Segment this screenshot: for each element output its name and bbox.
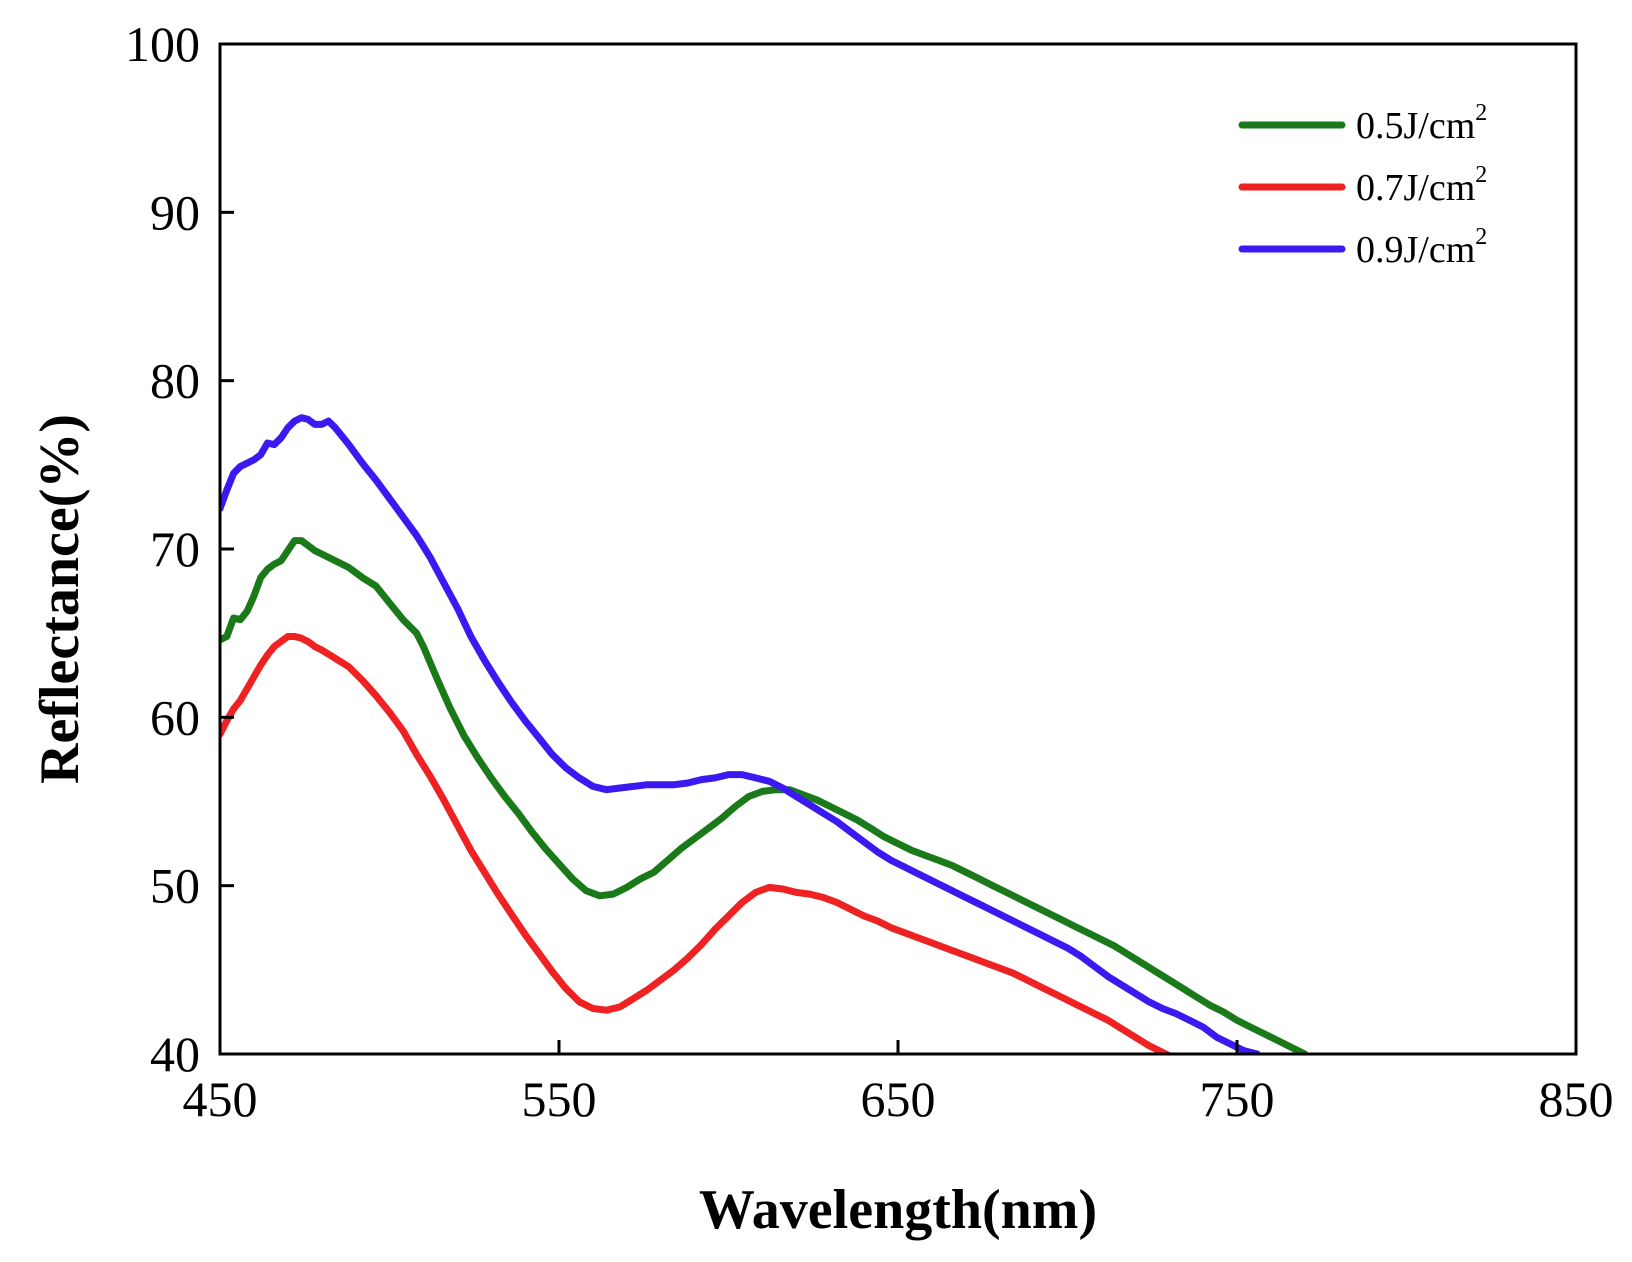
x-tick-label: 750 <box>1200 1071 1275 1127</box>
legend-label-text: 0.5J/cm <box>1356 105 1475 147</box>
y-tick-label: 40 <box>150 1026 200 1082</box>
y-tick-label: 100 <box>125 16 200 72</box>
series-line-3 <box>220 414 1261 1054</box>
axes-layer: 450 550 650 750 850 40 50 60 70 80 90 100 <box>125 16 1614 1127</box>
legend-label-1: 0.5J/cm2 <box>1356 100 1487 147</box>
x-tick-label: 650 <box>861 1071 936 1127</box>
legend-label-text: 0.7J/cm <box>1356 167 1475 209</box>
y-tick-label: 50 <box>150 858 200 914</box>
legend-label-superscript: 2 <box>1475 224 1487 250</box>
legend-label-superscript: 2 <box>1475 162 1487 188</box>
y-tick-label: 90 <box>150 184 200 240</box>
series-line-2 <box>220 633 1173 1054</box>
x-axis-title: Wavelength(nm) <box>699 1179 1097 1241</box>
series-line-1 <box>220 537 1309 1054</box>
x-tick-label: 850 <box>1539 1071 1614 1127</box>
legend-label-2: 0.7J/cm2 <box>1356 162 1487 209</box>
x-tick-label: 450 <box>183 1071 258 1127</box>
legend-label-3: 0.9J/cm2 <box>1356 224 1487 271</box>
x-tick-label: 550 <box>522 1071 597 1127</box>
legend-label-superscript: 2 <box>1475 100 1487 126</box>
y-axis-title: Reflectance(%) <box>29 414 91 784</box>
y-tick-label: 80 <box>150 353 200 409</box>
legend-label-text: 0.9J/cm <box>1356 229 1475 271</box>
plot-layer <box>220 414 1309 1054</box>
y-tick-label: 70 <box>150 521 200 577</box>
y-tick-label: 60 <box>150 689 200 745</box>
